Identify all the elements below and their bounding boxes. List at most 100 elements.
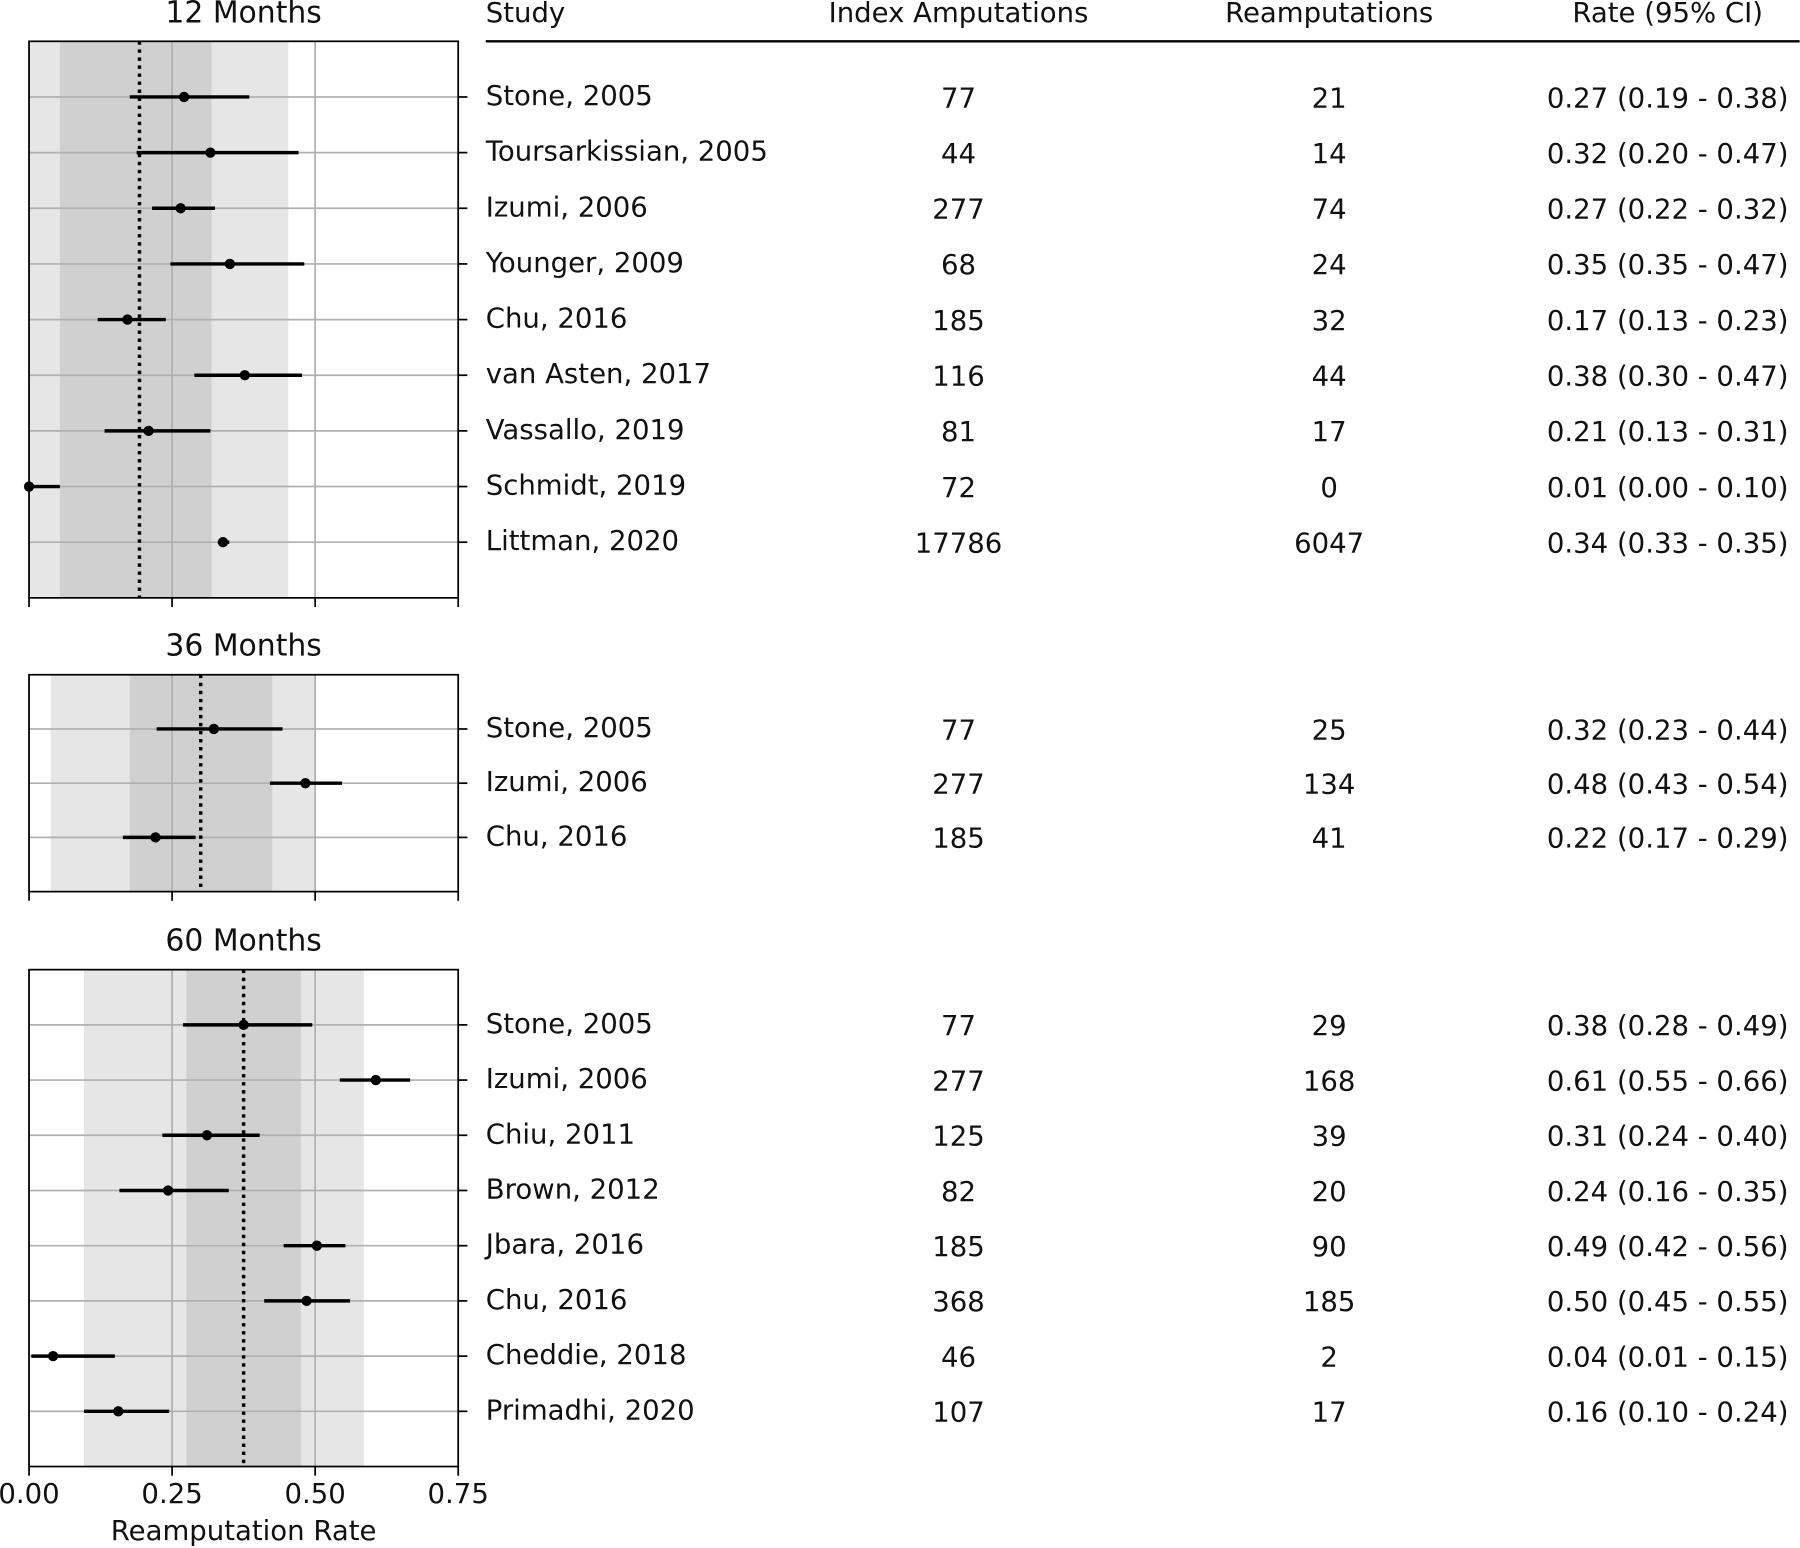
index-amputations: 125 [932,1121,985,1153]
x-axis-label: Reamputation Rate [111,1515,377,1547]
index-amputations: 277 [932,768,985,800]
reamputations: 74 [1312,194,1347,226]
point-estimate [370,1074,381,1086]
study-name: Chu, 2016 [486,303,628,335]
study-name: Chiu, 2011 [486,1118,635,1150]
x-tick-label: 0.25 [141,1478,202,1510]
rate-ci: 0.21 (0.13 - 0.31) [1547,416,1789,448]
rate-ci: 0.35 (0.35 - 0.47) [1547,249,1789,281]
study-name: Schmidt, 2019 [486,470,686,502]
index-amputations: 82 [941,1176,976,1208]
index-amputations: 277 [932,194,985,226]
index-amputations: 72 [941,472,976,504]
study-name: Stone, 2005 [486,712,653,744]
point-estimate [150,832,161,843]
index-amputations: 77 [941,714,976,746]
study-name: Jbara, 2016 [484,1229,644,1261]
plot-frame [28,968,460,1468]
point-estimate [201,1130,213,1141]
reamputations: 29 [1312,1010,1347,1042]
index-amputations: 68 [941,249,976,281]
rate-ci: 0.17 (0.13 - 0.23) [1547,305,1789,337]
point-estimate [143,425,154,437]
x-tick-label: 0.50 [284,1478,345,1510]
panel-title: 12 Months [165,0,321,30]
reamputations: 39 [1312,1121,1347,1153]
point-estimate [217,537,229,548]
reamputations: 168 [1303,1065,1356,1097]
study-name: Chu, 2016 [486,1284,628,1316]
index-amputations: 185 [932,1231,985,1263]
reamputations: 24 [1312,249,1347,281]
point-estimate [113,1406,124,1417]
point-estimate [175,203,186,214]
reamputations: 6047 [1294,527,1364,559]
rate-ci: 0.32 (0.23 - 0.44) [1547,714,1789,746]
point-estimate [122,314,133,325]
plot-frame [28,673,460,893]
study-name: van Asten, 2017 [486,358,711,390]
study-name: Vassallo, 2019 [486,414,685,446]
reamputations: 17 [1312,416,1347,448]
reamputations: 134 [1303,768,1356,800]
study-name: Primadhi, 2020 [486,1394,695,1426]
rate-ci: 0.38 (0.30 - 0.47) [1547,361,1789,393]
index-amputations: 46 [941,1341,976,1373]
rate-ci: 0.49 (0.42 - 0.56) [1547,1231,1789,1263]
point-estimate [311,1240,323,1251]
index-amputations: 81 [941,416,976,448]
study-name: Stone, 2005 [486,80,653,112]
rate-ci: 0.50 (0.45 - 0.55) [1547,1286,1789,1318]
index-amputations: 277 [932,1065,985,1097]
rate-ci: 0.34 (0.33 - 0.35) [1547,527,1789,559]
reamputations: 20 [1312,1176,1347,1208]
index-amputations: 116 [932,361,985,393]
point-estimate [47,1350,59,1362]
rate-ci: 0.48 (0.43 - 0.54) [1547,768,1789,800]
study-name: Littman, 2020 [486,525,679,557]
rate-ci: 0.22 (0.17 - 0.29) [1547,823,1789,855]
index-amputations: 185 [932,823,985,855]
index-amputations: 77 [941,1010,976,1042]
rate-ci: 0.27 (0.19 - 0.38) [1547,82,1789,114]
reamputations: 0 [1320,472,1338,504]
panel-title: 36 Months [165,629,321,664]
study-name: Toursarkissian, 2005 [485,136,768,168]
study-name: Izumi, 2006 [486,191,648,223]
point-estimate [239,370,250,381]
rate-ci: 0.38 (0.28 - 0.49) [1547,1010,1789,1042]
column-header: Index Amputations [829,0,1089,29]
point-estimate [162,1185,174,1196]
index-amputations: 368 [932,1286,985,1318]
reamputations: 14 [1312,138,1347,170]
reamputations: 90 [1312,1231,1347,1263]
study-name: Stone, 2005 [486,1008,653,1040]
reamputations: 41 [1312,823,1347,855]
panel-title: 60 Months [165,924,321,959]
study-name: Izumi, 2006 [486,766,648,798]
reamputations: 25 [1312,714,1347,746]
point-estimate [205,147,216,158]
index-amputations: 17786 [915,527,1003,559]
index-amputations: 107 [932,1397,985,1429]
rate-ci: 0.27 (0.22 - 0.32) [1547,194,1789,226]
x-tick-label: 0.00 [0,1478,60,1510]
x-tick-label: 0.75 [428,1478,489,1510]
point-estimate [301,1295,312,1307]
rate-ci: 0.16 (0.10 - 0.24) [1547,1397,1789,1429]
reamputations: 32 [1312,305,1347,337]
rate-ci: 0.32 (0.20 - 0.47) [1547,138,1789,170]
rate-ci: 0.24 (0.16 - 0.35) [1547,1176,1789,1208]
point-estimate [224,258,236,270]
column-header: Rate (95% CI) [1572,0,1763,29]
rate-ci: 0.61 (0.55 - 0.66) [1547,1065,1789,1097]
column-header: Reamputations [1225,0,1433,29]
point-estimate [178,91,190,103]
index-amputations: 77 [941,82,976,114]
study-name: Chu, 2016 [486,820,628,852]
rate-ci: 0.31 (0.24 - 0.40) [1547,1121,1789,1153]
column-header: Study [486,0,565,29]
study-name: Izumi, 2006 [486,1063,648,1095]
study-name: Brown, 2012 [486,1173,660,1205]
